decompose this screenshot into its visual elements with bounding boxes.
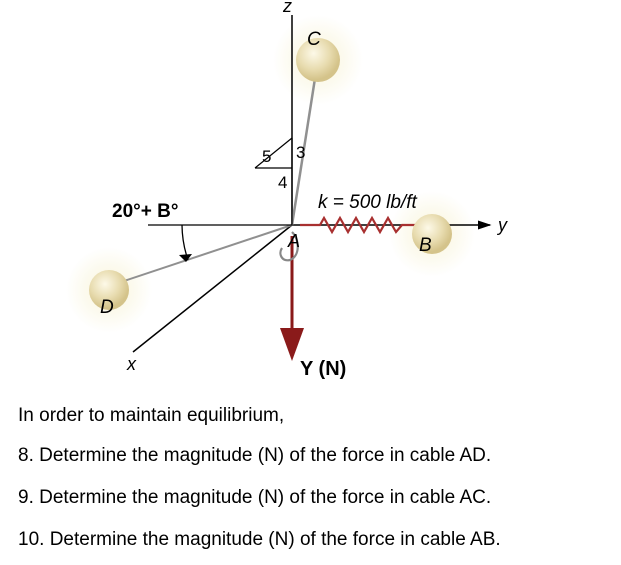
slope-run: 5: [262, 147, 271, 166]
x-axis: [133, 225, 292, 352]
intro-text: In order to maintain equilibrium,: [18, 403, 603, 430]
slope-third: 4: [278, 173, 287, 192]
load-label: Y (N): [300, 358, 346, 380]
question-10: 10. Determine the magnitude (N) of the f…: [18, 527, 603, 554]
x-axis-label: x: [126, 354, 137, 374]
slope-hyp: [255, 138, 292, 168]
label-d: D: [100, 297, 114, 318]
question-8: 8. Determine the magnitude (N) of the fo…: [18, 443, 603, 470]
angle-label: 20°+ B°: [112, 201, 178, 222]
spring-k-label: k = 500 lb/ft: [318, 192, 417, 213]
ball-b: [412, 214, 452, 254]
label-b: B: [419, 235, 432, 256]
question-9: 9. Determine the magnitude (N) of the fo…: [18, 485, 603, 512]
slope-rise: 3: [296, 143, 305, 162]
y-axis-label: y: [496, 215, 508, 235]
cable-ad: [118, 225, 292, 283]
label-c: C: [307, 29, 321, 50]
z-axis-label: z: [282, 0, 292, 16]
mechanics-diagram: x y z 5 3 4 C A B D k = 500 lb/ft 20°+ B…: [0, 0, 621, 390]
label-a: A: [287, 231, 300, 251]
